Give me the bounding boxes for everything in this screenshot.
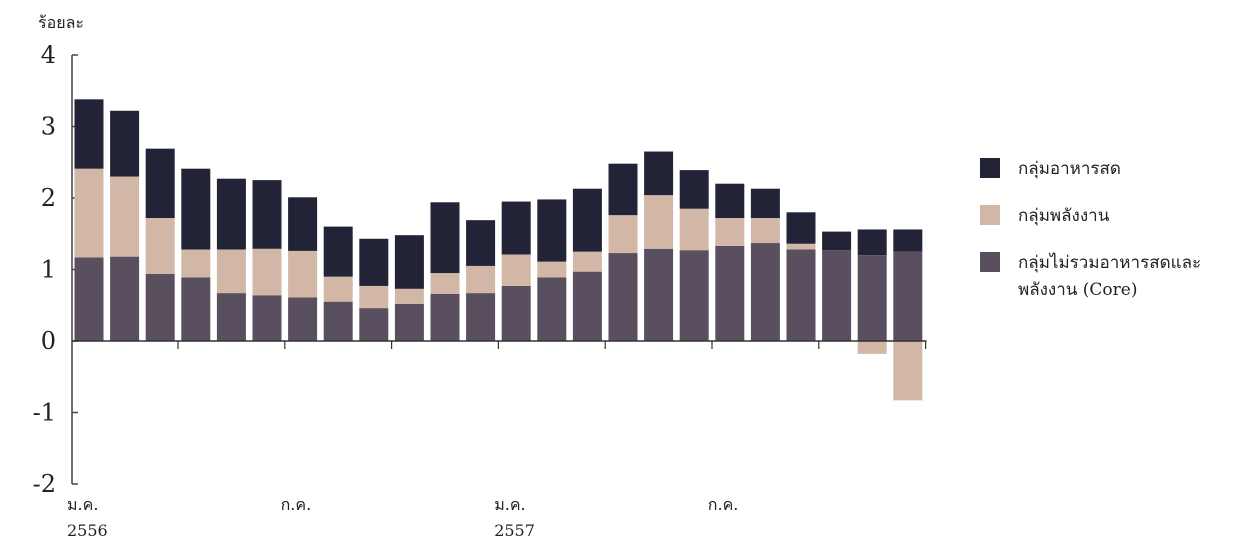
bar-segment <box>216 249 246 294</box>
x-axis: ม.ค. 2556 ก.ค. ม.ค. 2557 ก.ค. <box>67 340 927 540</box>
bar-segment <box>750 188 780 219</box>
y-tick-label: 0 <box>41 327 56 355</box>
bar-segment <box>786 243 816 250</box>
bar-segment <box>466 293 496 341</box>
bar-segment <box>644 195 674 249</box>
bar-segment <box>893 251 923 341</box>
legend-swatch <box>980 252 1000 272</box>
bar-segment <box>288 250 318 298</box>
bar-segment <box>252 248 282 296</box>
legend-label: กลุ่มอาหารสด <box>1018 159 1121 179</box>
legend-swatch <box>980 158 1000 178</box>
bar-segment <box>715 245 745 341</box>
legend-label: พลังงาน (Core) <box>1018 280 1138 300</box>
bar-segment <box>252 180 282 249</box>
legend: กลุ่มอาหารสดกลุ่มพลังงานกลุ่มไม่รวมอาหาร… <box>980 158 1201 300</box>
bar-segment <box>288 197 318 251</box>
bar-segment <box>466 220 496 266</box>
bar-segment <box>394 288 424 304</box>
bar-segment <box>572 251 602 272</box>
bar-segment <box>822 231 852 251</box>
bar-segment <box>74 168 104 258</box>
bar-segment <box>181 168 211 250</box>
x-tick-label: ก.ค. <box>281 495 312 514</box>
bar-segment <box>110 110 140 177</box>
bar-segment <box>679 250 709 341</box>
y-tick-label: -2 <box>33 470 56 498</box>
bar-segment <box>359 308 389 341</box>
bar-segment <box>216 293 246 341</box>
y-unit-label: ร้อยละ <box>38 13 84 32</box>
bar-segment <box>750 218 780 244</box>
bar-segment <box>537 261 567 278</box>
bar-segment <box>644 248 674 341</box>
x-tick-label: ม.ค. <box>67 495 98 514</box>
bar-segment <box>430 202 460 274</box>
bar-segment <box>359 285 389 309</box>
bar-segment <box>181 249 211 278</box>
y-axis: -2 -1 0 1 2 3 4 <box>33 41 78 498</box>
y-tick-label: 3 <box>41 113 56 141</box>
bar-segment <box>145 273 175 341</box>
bar-segment <box>74 99 104 169</box>
legend-label: กลุ่มพลังงาน <box>1018 206 1110 226</box>
bar-segment <box>323 301 353 341</box>
bar-segment <box>288 297 318 341</box>
bar-segment <box>679 208 709 251</box>
legend-swatch <box>980 205 1000 225</box>
bar-segment <box>466 265 496 294</box>
bar-segment <box>857 341 887 354</box>
bar-segment <box>537 277 567 341</box>
bar-segment <box>110 256 140 341</box>
bar-segment <box>430 293 460 341</box>
bar-segment <box>394 235 424 289</box>
y-tick-label: 2 <box>41 184 56 212</box>
bar-segment <box>501 254 531 286</box>
bar-segment <box>750 243 780 341</box>
bar-segment <box>715 218 745 246</box>
bar-segment <box>786 212 816 244</box>
bar-segment <box>893 229 923 252</box>
bar-segment <box>323 276 353 302</box>
bar-segment <box>252 295 282 341</box>
bar-segment <box>715 183 745 219</box>
bar-segment <box>644 151 674 196</box>
bar-segment <box>323 226 353 277</box>
bar-segment <box>145 218 175 274</box>
bar-segment <box>110 176 140 257</box>
bar-segment <box>608 253 638 341</box>
bar-segment <box>359 238 389 286</box>
x-tick-label: 2557 <box>494 521 535 540</box>
bar-segment <box>537 199 567 262</box>
bar-segment <box>145 148 175 219</box>
bar-segment <box>501 201 531 255</box>
bar-segment <box>857 229 887 256</box>
bar-segment <box>608 163 638 216</box>
legend-label: กลุ่มไม่รวมอาหารสดและ <box>1018 252 1201 273</box>
x-tick-label: ก.ค. <box>708 495 739 514</box>
y-tick-label: -1 <box>33 399 56 427</box>
bar-segment <box>181 277 211 341</box>
bars <box>74 99 923 401</box>
bar-segment <box>501 285 531 341</box>
bar-segment <box>822 250 852 341</box>
bar-segment <box>74 257 104 341</box>
bar-segment <box>216 178 246 250</box>
bar-segment <box>857 255 887 341</box>
x-tick-label: ม.ค. <box>494 495 525 514</box>
bar-segment <box>608 215 638 254</box>
bar-segment <box>572 188 602 252</box>
x-tick-label: 2556 <box>67 521 108 540</box>
bar-segment <box>572 271 602 341</box>
bar-segment <box>679 170 709 209</box>
bar-segment <box>786 249 816 341</box>
bar-segment <box>893 341 923 401</box>
bar-segment <box>430 273 460 294</box>
y-tick-label: 4 <box>41 41 56 69</box>
bar-segment <box>394 303 424 341</box>
y-tick-label: 1 <box>41 256 56 284</box>
